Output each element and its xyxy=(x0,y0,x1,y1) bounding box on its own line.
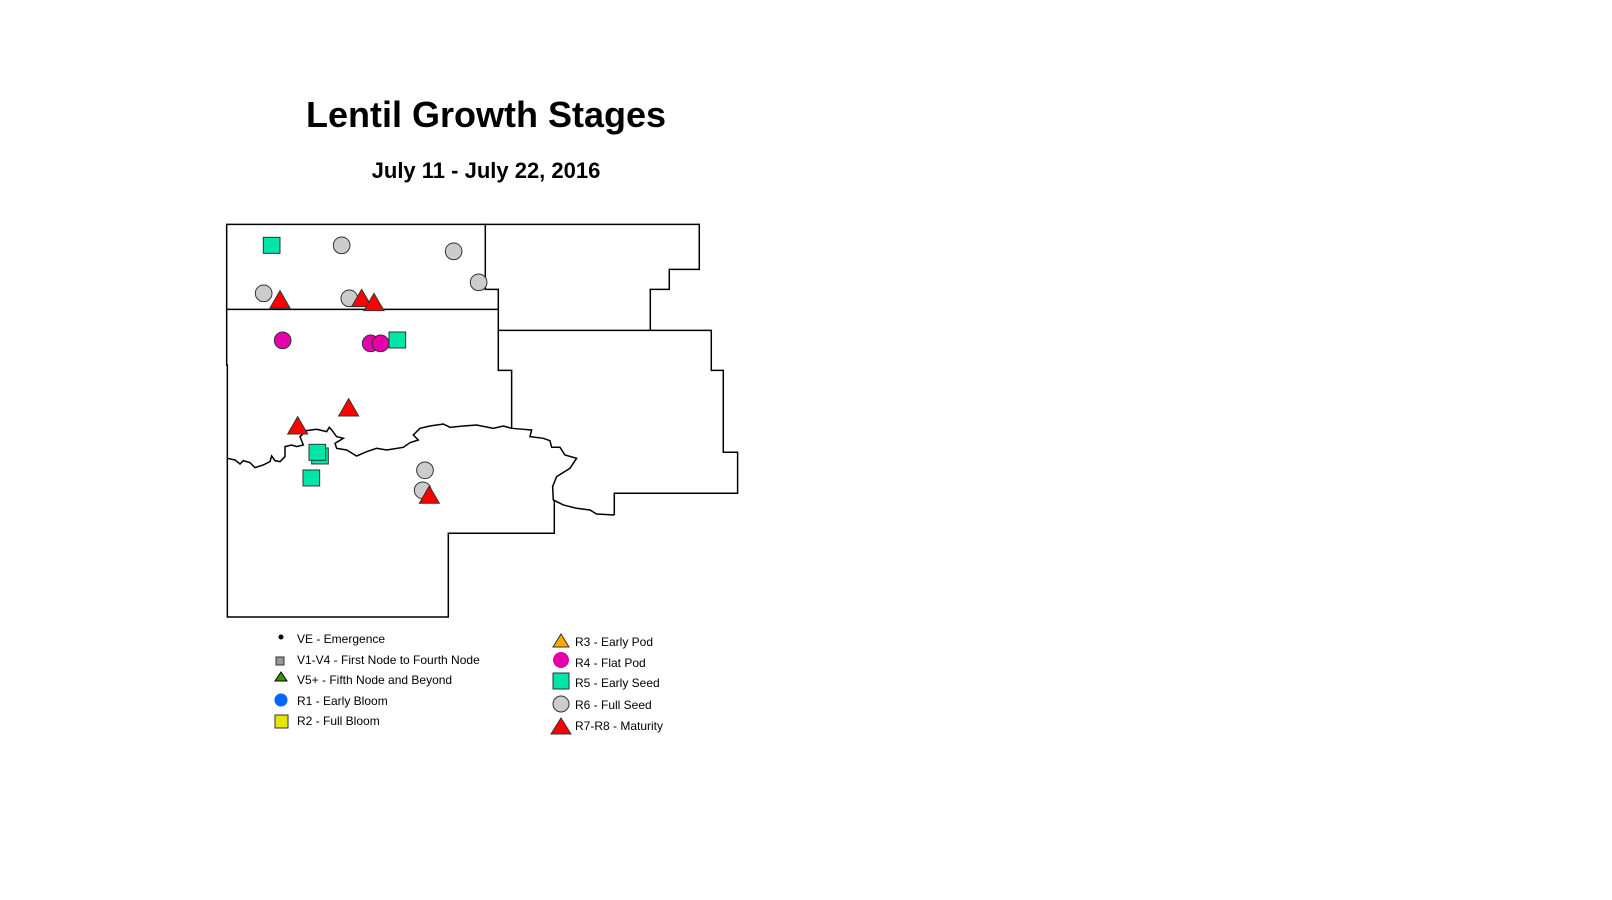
county-boundary-central xyxy=(497,309,739,515)
legend-ve-dot-icon xyxy=(278,634,284,640)
legend-r1-circle-icon xyxy=(274,693,288,707)
legend-label-r1: R1 - Early Bloom xyxy=(297,694,388,708)
observation-marker-r7-r8 xyxy=(363,292,385,312)
legend-label-r4: R4 - Flat Pod xyxy=(575,656,646,670)
legend-label-r7r8: R7-R8 - Maturity xyxy=(575,719,664,733)
county-boundary-northeast xyxy=(485,223,701,331)
observation-marker-r6 xyxy=(254,284,273,303)
observation-marker-r5 xyxy=(302,469,321,487)
legend-label-r3: R3 - Early Pod xyxy=(575,635,654,649)
observation-marker-r6 xyxy=(469,273,488,292)
legend-label-ve: VE - Emergence xyxy=(297,632,386,646)
legend-r6-circle-icon xyxy=(552,695,570,713)
legend-v5-triangle-icon xyxy=(274,671,288,682)
legend-r5-square-icon xyxy=(552,672,570,690)
observation-marker-r4 xyxy=(273,331,292,350)
legend-r2-square-icon xyxy=(274,714,289,729)
observation-marker-r6 xyxy=(416,461,434,480)
observation-marker-r6 xyxy=(444,242,463,261)
county-boundary-southwest xyxy=(225,309,556,618)
legend-v1v4-square-icon xyxy=(275,656,285,666)
legend-label-v1v4: V1-V4 - First Node to Fourth Node xyxy=(297,653,480,667)
legend-label-r2: R2 - Full Bloom xyxy=(297,714,380,728)
legend-label-v5: V5+ - Fifth Node and Beyond xyxy=(297,673,453,687)
legend-r4-circle-icon xyxy=(553,652,569,668)
observation-marker-r7-r8 xyxy=(350,288,373,308)
legend-label-r5: R5 - Early Seed xyxy=(575,676,660,690)
legend-label-r6: R6 - Full Seed xyxy=(575,698,652,712)
observation-marker-r7-r8 xyxy=(337,397,360,417)
legend-r7r8-triangle-icon xyxy=(550,717,572,735)
legend-r3-triangle-icon xyxy=(552,633,570,648)
observation-marker-r5 xyxy=(388,331,407,349)
river xyxy=(227,423,615,516)
observation-marker-r7-r8 xyxy=(418,484,441,504)
observation-marker-r6 xyxy=(332,236,351,255)
observation-marker-r7-r8 xyxy=(286,415,309,435)
observation-marker-r5 xyxy=(262,236,281,254)
observation-marker-r4 xyxy=(371,334,390,353)
observation-marker-r7-r8 xyxy=(269,289,291,309)
map-subtitle: July 11 - July 22, 2016 xyxy=(371,158,601,183)
map-title: Lentil Growth Stages xyxy=(305,94,667,135)
observation-marker-r5 xyxy=(308,443,327,461)
